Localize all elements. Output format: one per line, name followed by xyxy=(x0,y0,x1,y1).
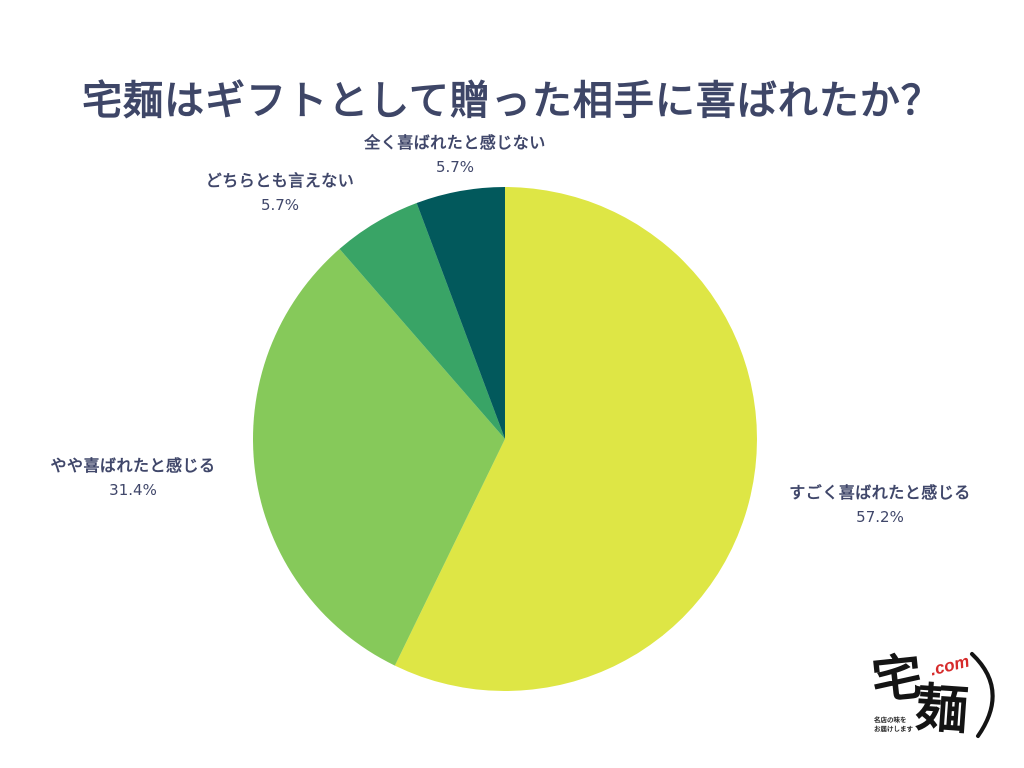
pie-slice-4 xyxy=(416,187,505,439)
slice-label-very-pleased: すごく喜ばれたと感じる 57.2% xyxy=(760,480,1000,530)
pie-slice-2 xyxy=(253,248,505,666)
slice-label-percent: 5.7% xyxy=(260,196,300,214)
slice-label-percent: 57.2% xyxy=(856,508,904,526)
slice-label-not-pleased: 全く喜ばれたと感じない 5.7% xyxy=(335,130,575,180)
logo-brush-stroke xyxy=(970,652,995,738)
slice-label-neutral: どちらとも言えない 5.7% xyxy=(160,168,400,218)
slice-label-name: やや喜ばれたと感じる xyxy=(50,456,216,475)
pie-slice-1 xyxy=(394,187,758,691)
logo-tagline-line: 名店の味を xyxy=(874,716,907,724)
slice-label-somewhat-pleased: やや喜ばれたと感じる 31.4% xyxy=(13,453,253,503)
slice-label-name: どちらとも言えない xyxy=(205,171,355,190)
pie-slice-3 xyxy=(339,202,505,439)
slice-label-percent: 5.7% xyxy=(435,158,475,176)
logo-tagline: 名店の味を お届けします xyxy=(874,716,913,734)
slice-label-percent: 31.4% xyxy=(109,481,157,499)
slice-label-name: すごく喜ばれたと感じる xyxy=(789,483,971,502)
logo-brand-char: 麺 xyxy=(913,677,971,742)
brand-logo: 宅 麺 .com 名店の味を お届けします xyxy=(860,640,1010,748)
slice-label-name: 全く喜ばれたと感じない xyxy=(364,133,546,152)
chart-title: 宅麺はギフトとして贈った相手に喜ばれたか？ xyxy=(82,78,942,124)
logo-tagline-line: お届けします xyxy=(874,725,913,733)
